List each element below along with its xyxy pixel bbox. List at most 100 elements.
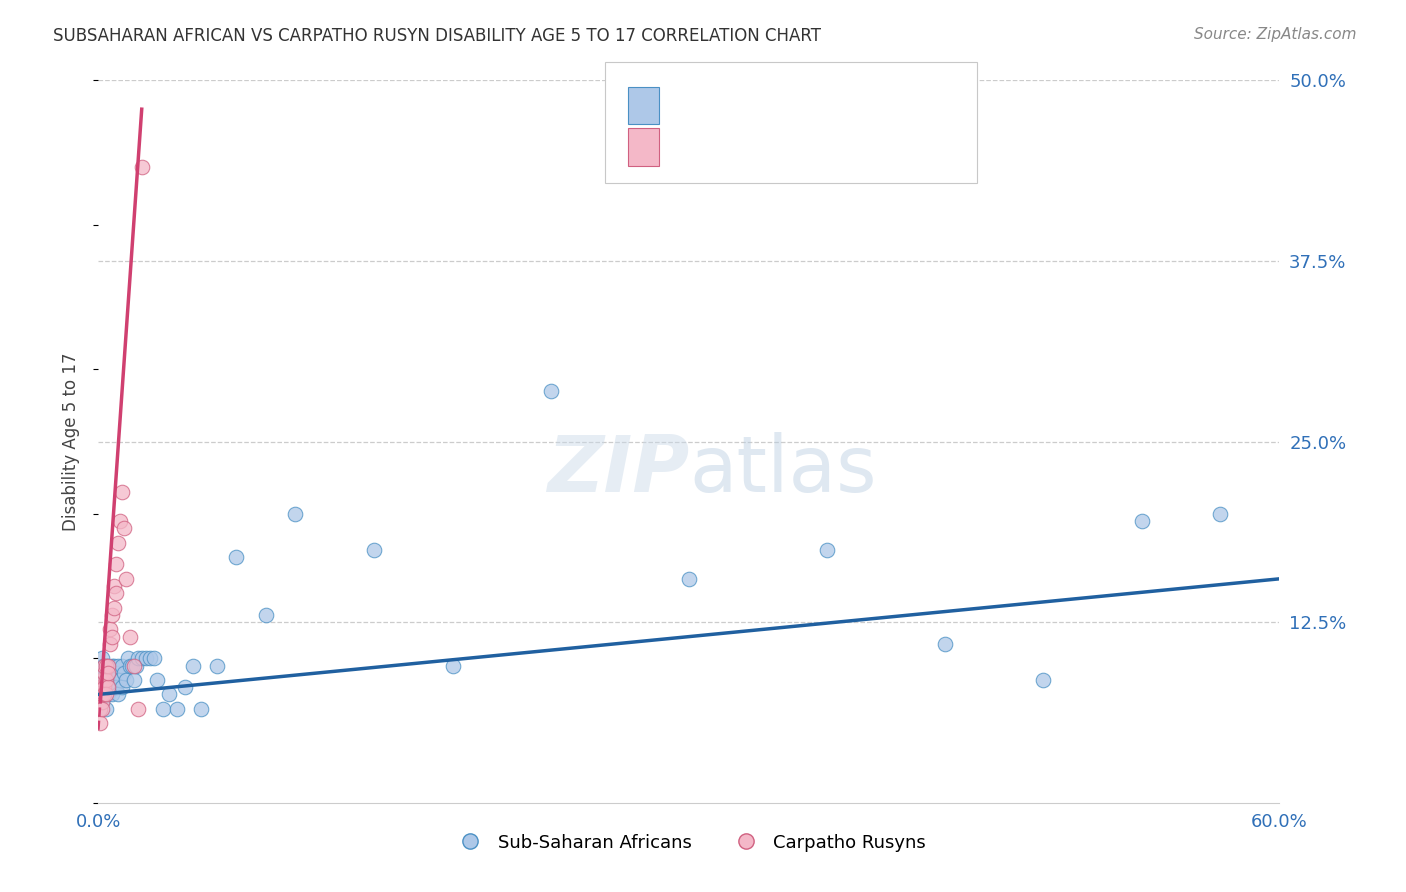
Point	[105, 558, 128, 572]
Point	[103, 600, 125, 615]
Point	[91, 651, 114, 665]
Text: 36: 36	[835, 137, 862, 157]
Point	[89, 665, 111, 680]
Point	[127, 702, 149, 716]
Point	[93, 687, 115, 701]
Point	[118, 658, 141, 673]
Point	[97, 680, 120, 694]
Point	[678, 572, 700, 586]
Point	[97, 687, 120, 701]
Point	[107, 535, 129, 549]
Point	[1209, 507, 1232, 521]
Point	[96, 680, 118, 694]
Point	[98, 637, 121, 651]
Point	[118, 630, 141, 644]
Point	[1130, 514, 1153, 528]
Text: 0.721: 0.721	[713, 137, 775, 157]
Point	[96, 702, 118, 716]
Point	[93, 687, 115, 701]
Point	[190, 702, 212, 716]
Point	[105, 665, 128, 680]
Point	[91, 695, 114, 709]
Point	[96, 687, 118, 701]
Point	[89, 687, 111, 701]
Point	[91, 680, 114, 694]
Point	[98, 665, 121, 680]
Point	[101, 673, 124, 687]
Point	[815, 542, 838, 557]
Text: 0.378: 0.378	[713, 95, 775, 115]
Point	[96, 673, 118, 687]
Point	[441, 658, 464, 673]
Point	[105, 680, 128, 694]
Point	[127, 651, 149, 665]
Point	[103, 658, 125, 673]
Point	[97, 658, 120, 673]
Point	[117, 651, 139, 665]
Point	[101, 687, 124, 701]
Point	[152, 702, 174, 716]
Point	[108, 514, 131, 528]
Point	[115, 673, 138, 687]
Point	[157, 687, 180, 701]
Point	[107, 658, 129, 673]
Point	[89, 702, 111, 716]
Point	[146, 673, 169, 687]
Point	[105, 586, 128, 600]
Point	[98, 623, 121, 637]
Point	[93, 680, 115, 694]
Point	[101, 658, 124, 673]
Point	[91, 687, 114, 701]
Point	[91, 702, 114, 716]
Point	[121, 658, 143, 673]
Point	[93, 665, 115, 680]
Point	[101, 630, 124, 644]
Point	[111, 658, 134, 673]
Text: SUBSAHARAN AFRICAN VS CARPATHO RUSYN DISABILITY AGE 5 TO 17 CORRELATION CHART: SUBSAHARAN AFRICAN VS CARPATHO RUSYN DIS…	[53, 27, 821, 45]
Point	[111, 485, 134, 500]
Point	[112, 665, 135, 680]
Point	[166, 702, 188, 716]
Point	[138, 651, 160, 665]
Point	[97, 665, 120, 680]
Point	[96, 658, 118, 673]
Point	[98, 680, 121, 694]
Point	[225, 550, 247, 565]
Point	[540, 384, 562, 398]
Point	[107, 687, 129, 701]
Point	[96, 665, 118, 680]
Point	[97, 658, 120, 673]
Point	[91, 695, 114, 709]
Point	[93, 658, 115, 673]
Point	[135, 651, 157, 665]
Point	[89, 687, 111, 701]
Point	[101, 607, 124, 622]
Text: ZIP: ZIP	[547, 433, 689, 508]
Point	[89, 716, 111, 731]
Point	[103, 680, 125, 694]
Point	[363, 542, 385, 557]
Legend: Sub-Saharan Africans, Carpatho Rusyns: Sub-Saharan Africans, Carpatho Rusyns	[446, 826, 932, 859]
Point	[115, 572, 138, 586]
Point	[131, 651, 153, 665]
Point	[1032, 673, 1054, 687]
Point	[142, 651, 165, 665]
Point	[97, 673, 120, 687]
Point	[93, 673, 115, 687]
Point	[122, 673, 145, 687]
Point	[91, 673, 114, 687]
Text: R =: R =	[671, 137, 713, 157]
Text: N =: N =	[793, 137, 837, 157]
Point	[174, 680, 197, 694]
Point	[112, 521, 135, 535]
Point	[934, 637, 956, 651]
Y-axis label: Disability Age 5 to 17: Disability Age 5 to 17	[62, 352, 80, 531]
Point	[284, 507, 307, 521]
Point	[125, 658, 148, 673]
Text: N =: N =	[793, 95, 837, 115]
Point	[181, 658, 204, 673]
Point	[89, 680, 111, 694]
Point	[93, 658, 115, 673]
Point	[205, 658, 228, 673]
Point	[254, 607, 277, 622]
